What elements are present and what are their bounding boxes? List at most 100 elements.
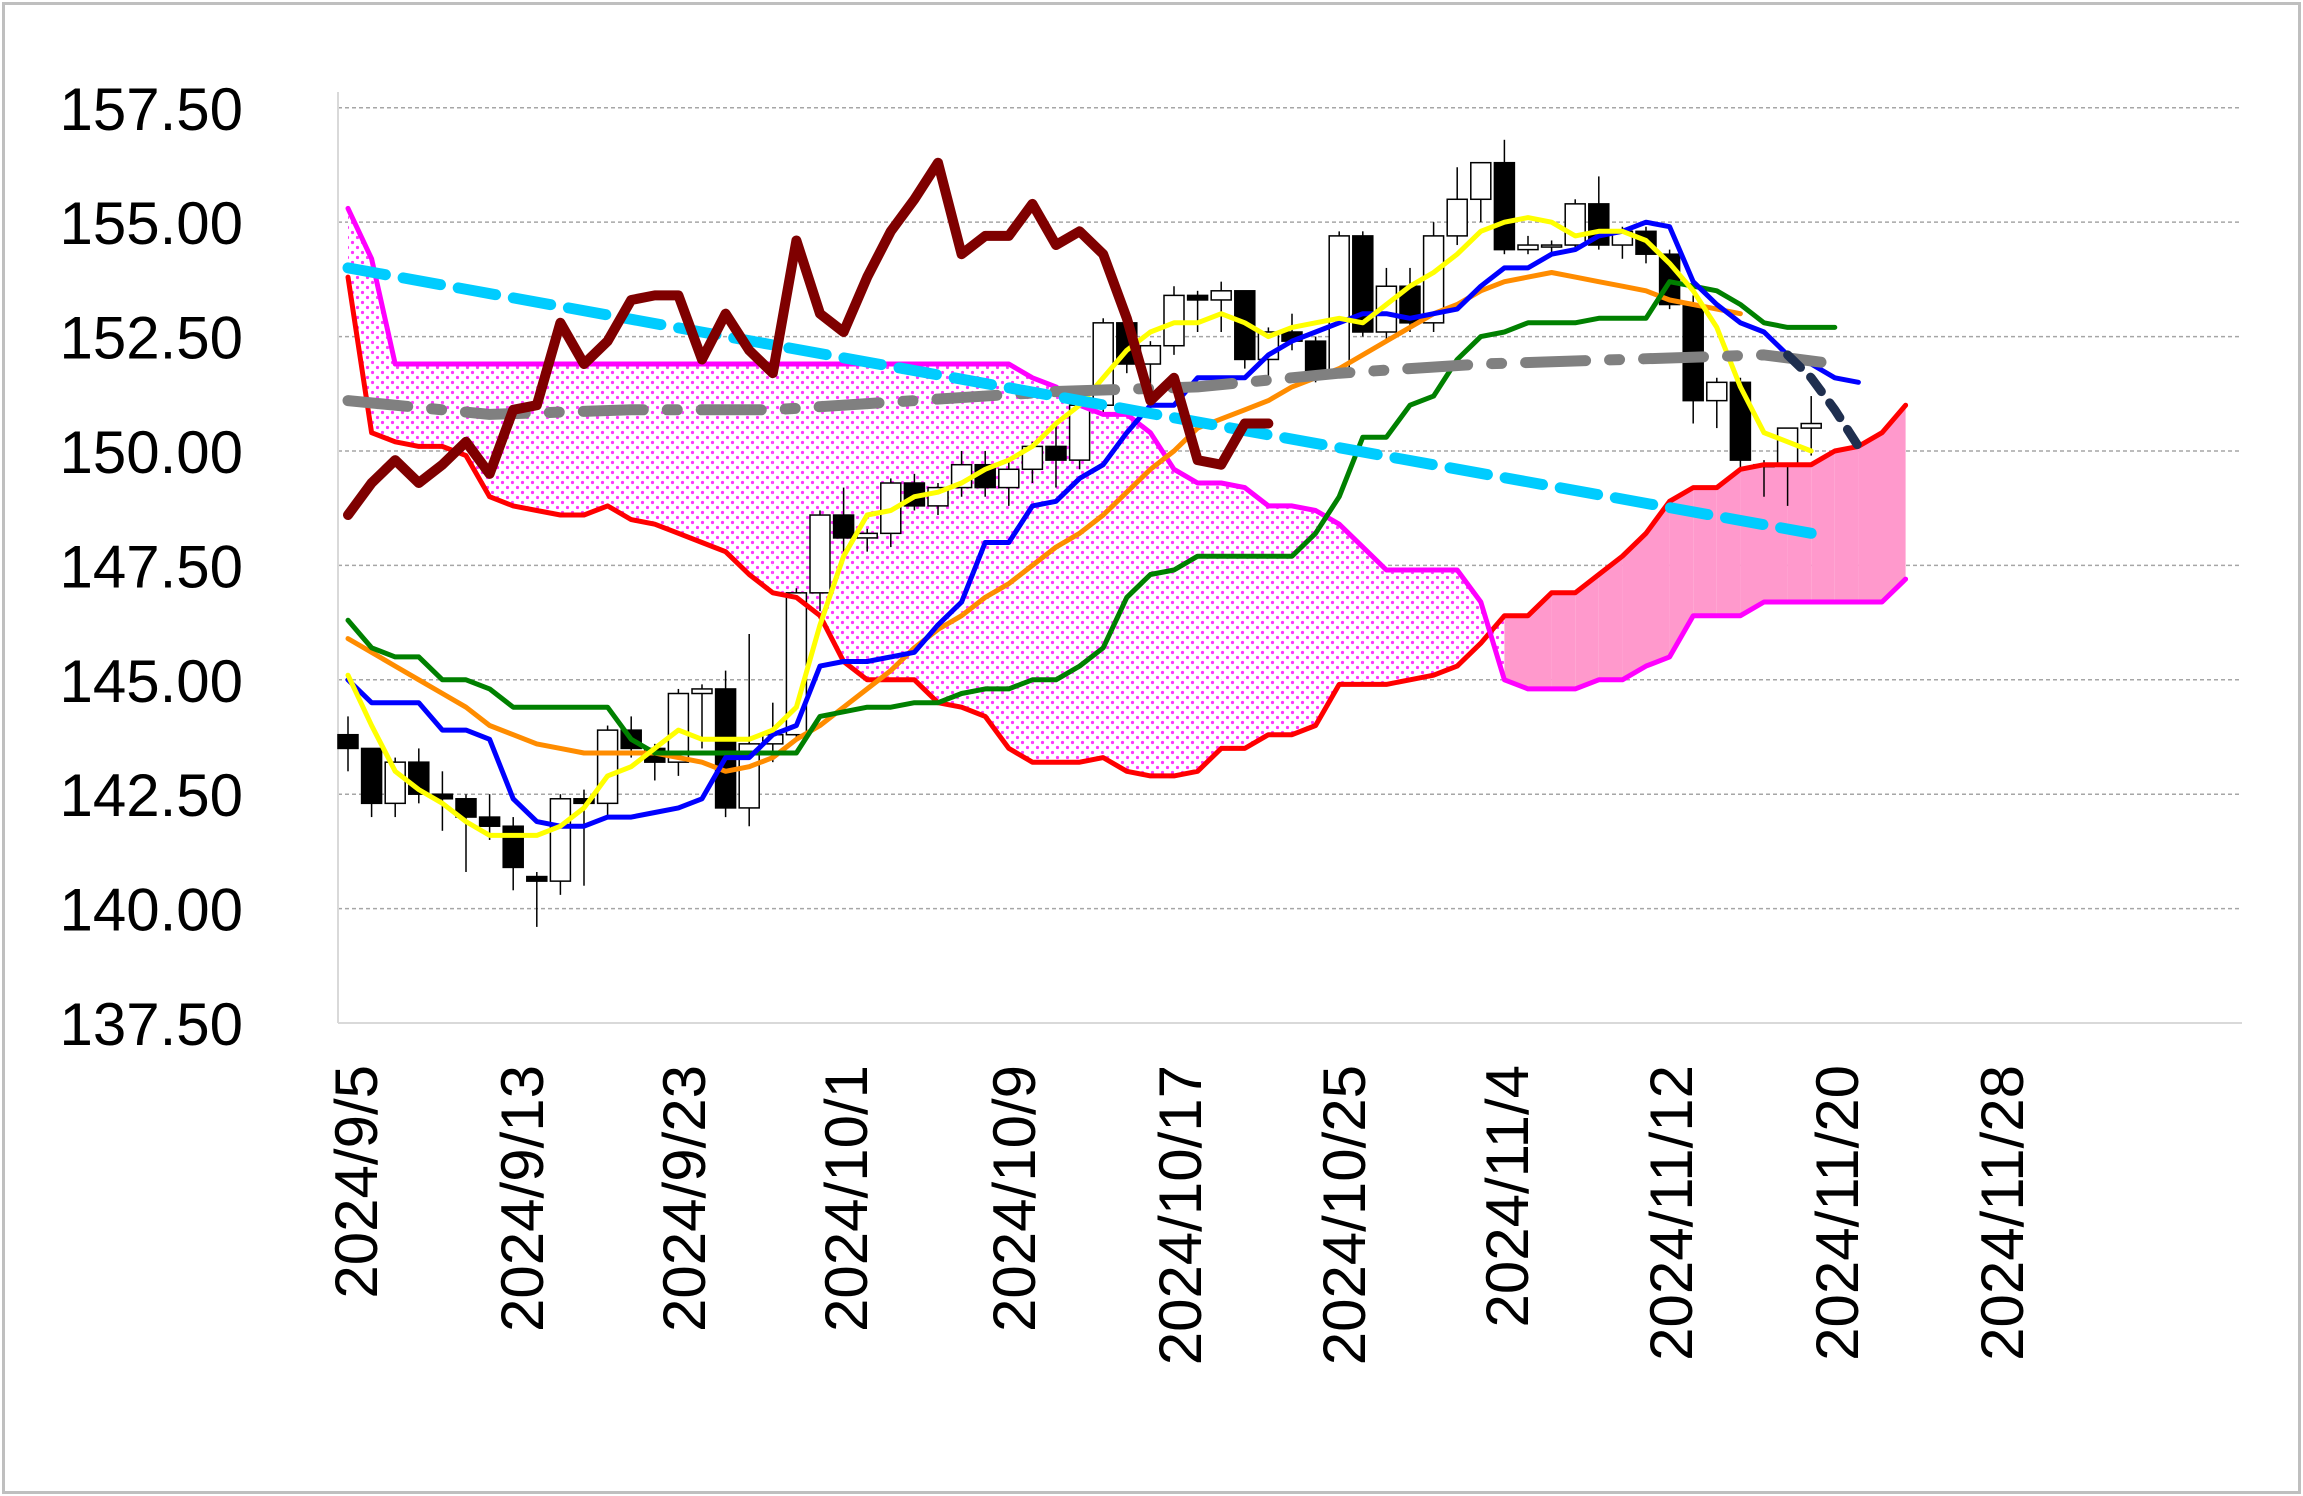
kumo-segment [1528,592,1552,689]
candle-body [502,825,524,869]
kumo-segment [1882,405,1906,602]
candle-body [337,733,359,750]
candle-body [526,875,548,882]
candle-body [1328,235,1350,374]
x-tick-label: 2024/9/23 [651,1065,718,1332]
kumo-segment [1598,556,1623,680]
candle-body [1045,445,1067,461]
series-line-trend-dashed-2 [342,349,1841,420]
candle-body [1706,381,1728,402]
x-tick-label: 2024/10/25 [1311,1065,1378,1365]
candle-body [1446,198,1468,237]
kumo-segment [1716,469,1741,616]
kumo-segment [1315,510,1340,726]
x-tick-label: 2024/11/28 [1969,1065,2036,1361]
kumo-segment [867,364,891,680]
candle-body [1493,161,1516,251]
kumo-segment [843,364,868,680]
kumo-segment [560,364,584,516]
x-tick-label: 2024/11/4 [1474,1065,1541,1327]
kumo-segment [1764,464,1788,602]
kumo-segment [1669,487,1694,657]
y-tick-label: 142.50 [59,762,243,829]
candle-body [455,798,477,818]
kumo-segment [513,364,537,511]
y-tick-label: 157.50 [59,76,243,143]
kumo-segment [1622,533,1646,680]
series-line-tenkan [345,219,1861,829]
kumo-segment [1575,574,1599,689]
ichimoku-chart: 157.50 155.00 152.50 150.00 147.50 145.00 142.… [59,76,2242,1365]
candle-body [856,532,878,539]
x-tick-label: 2024/9/5 [323,1065,390,1299]
kumo-segment [914,364,938,703]
kumo-segment [607,364,632,520]
indicator-lines [342,157,1909,838]
x-tick-label: 2024/10/1 [813,1065,880,1332]
candle-body [478,816,501,827]
kumo-segment [442,364,466,456]
kumo-segment [1008,364,1033,763]
y-tick-label: 140.00 [59,877,243,944]
kumo-segment [1032,377,1056,763]
candle-body [714,688,737,809]
kumo-segment [1103,414,1127,772]
kumo-segment [1268,505,1292,735]
candle-body [1210,290,1232,301]
candle-body [549,798,572,882]
kumo-segment [371,258,396,442]
kumo-cloud [348,208,1906,776]
candle-body [1186,294,1209,301]
y-tick-label: 137.50 [59,991,243,1058]
kumo-segment [678,364,702,543]
kumo-segment [702,364,726,552]
kumo-segment [1244,487,1269,749]
kumo-segment [961,364,986,717]
kumo-segment [1504,615,1528,689]
series-line-senkou-a [345,274,1909,779]
kumo-segment [1551,592,1576,689]
x-tick-label: 2024/11/20 [1804,1065,1871,1361]
candle-body [1729,381,1752,461]
kumo-segment [1834,446,1859,602]
y-tick-label: 145.00 [59,648,243,715]
kumo-segment [1079,405,1104,763]
y-tick-label: 152.50 [59,305,243,372]
kumo-segment [938,364,962,708]
candle-body [1564,203,1586,246]
kumo-segment [1410,569,1434,680]
x-tick-label: 2024/11/12 [1638,1065,1705,1361]
kumo-segment [1646,501,1670,667]
x-tick-label: 2024/10/17 [1147,1065,1214,1365]
candle-body [691,688,713,695]
y-tick-label: 147.50 [59,533,243,600]
x-tick-label: 2024/10/9 [981,1065,1048,1332]
candle-body [809,514,831,594]
y-axis-labels: 157.50 155.00 152.50 150.00 147.50 145.00 142.… [59,76,243,1058]
y-tick-label: 150.00 [59,419,243,486]
axes [337,92,2242,1024]
kumo-segment [1811,450,1835,602]
candle-body [1470,161,1492,201]
series-line-kijun [345,279,1838,756]
candle-body [596,729,619,805]
candle-body [1540,244,1563,248]
candle-body [1304,340,1327,374]
kumo-segment [1126,414,1151,776]
x-axis-labels: 2024/9/5 2024/9/13 2024/9/23 2024/10/1 2024/… [323,1065,2036,1365]
candle-body [1517,244,1539,251]
series-line-chikou [343,157,1274,520]
candle-body [832,514,855,539]
y-tick-label: 155.00 [59,190,243,257]
kumo-segment [1150,432,1174,776]
kumo-segment [1362,547,1387,685]
series-line-trend-dashed-1 [342,262,1817,539]
kumo-segment [890,364,915,680]
kumo-segment [1197,483,1222,772]
kumo-segment [749,364,773,593]
x-tick-label: 2024/9/13 [489,1065,556,1332]
series-line-ma-slow [345,270,1743,774]
kumo-segment [1174,469,1198,776]
kumo-segment [1858,432,1882,602]
